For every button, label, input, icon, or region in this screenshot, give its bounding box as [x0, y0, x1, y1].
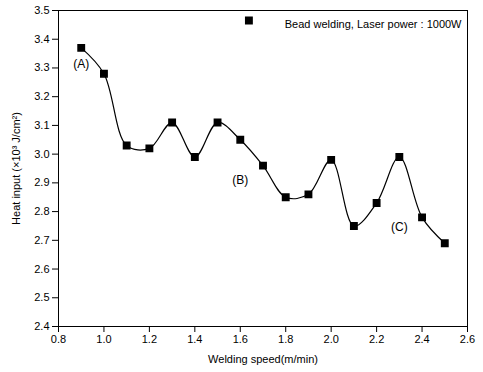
- svg-text:(A): (A): [73, 57, 89, 71]
- svg-text:3.5: 3.5: [34, 4, 49, 16]
- svg-text:3.4: 3.4: [34, 33, 49, 45]
- svg-text:2.7: 2.7: [34, 234, 49, 246]
- svg-text:1.8: 1.8: [278, 333, 293, 345]
- svg-text:3.2: 3.2: [34, 90, 49, 102]
- svg-text:2.2: 2.2: [369, 333, 384, 345]
- svg-text:2.4: 2.4: [414, 333, 429, 345]
- svg-text:(C): (C): [391, 220, 408, 234]
- svg-text:2.0: 2.0: [324, 333, 339, 345]
- svg-text:2.4: 2.4: [34, 320, 49, 332]
- svg-text:2.8: 2.8: [34, 205, 49, 217]
- svg-text:1.0: 1.0: [96, 333, 111, 345]
- svg-text:Welding speed(m/min): Welding speed(m/min): [208, 353, 318, 365]
- svg-text:3.3: 3.3: [34, 61, 49, 73]
- svg-text:1.6: 1.6: [233, 333, 248, 345]
- svg-text:3.0: 3.0: [34, 148, 49, 160]
- svg-text:2.9: 2.9: [34, 176, 49, 188]
- svg-text:2.5: 2.5: [34, 291, 49, 303]
- svg-text:Heat input (×10³ J/cm²): Heat input (×10³ J/cm²): [10, 112, 22, 225]
- svg-text:(B): (B): [232, 173, 248, 187]
- svg-text:2.6: 2.6: [460, 333, 475, 345]
- svg-text:1.4: 1.4: [187, 333, 202, 345]
- svg-text:0.8: 0.8: [51, 333, 66, 345]
- svg-text:3.1: 3.1: [34, 119, 49, 131]
- svg-text:1.2: 1.2: [142, 333, 157, 345]
- svg-text:Bead welding, Laser power : 10: Bead welding, Laser power : 1000W: [285, 18, 462, 30]
- svg-text:2.6: 2.6: [34, 263, 49, 275]
